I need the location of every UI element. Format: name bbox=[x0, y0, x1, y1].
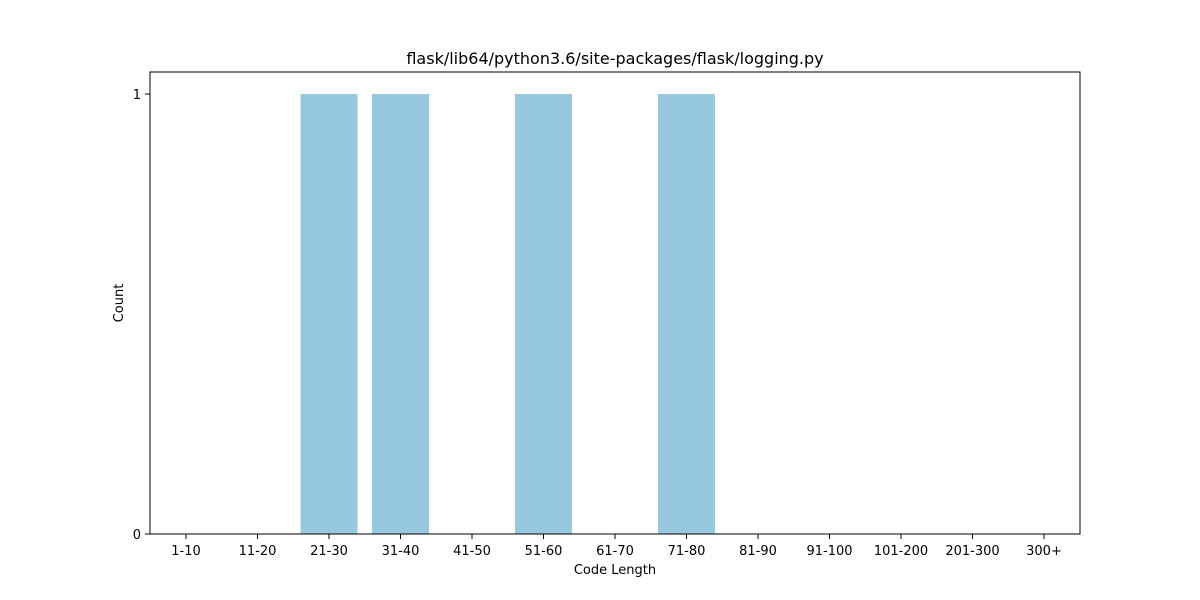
bar-51-60 bbox=[515, 94, 572, 534]
x-tick-label: 71-80 bbox=[668, 544, 706, 559]
x-tick-label: 201-300 bbox=[945, 544, 999, 559]
y-tick-label: 0 bbox=[133, 528, 141, 543]
x-tick-label: 21-30 bbox=[310, 544, 348, 559]
plot-frame bbox=[149, 71, 1081, 535]
bar-21-30 bbox=[300, 94, 358, 534]
y-axis-label: Count bbox=[112, 284, 127, 323]
bars-group bbox=[300, 94, 715, 534]
x-tick-label: 51-60 bbox=[525, 544, 563, 559]
x-tick-label: 101-200 bbox=[874, 544, 928, 559]
y-axis-ticks: 01 bbox=[133, 88, 150, 543]
bar-71-80 bbox=[658, 94, 715, 534]
bar-31-40 bbox=[372, 94, 429, 534]
x-tick-label: 91-100 bbox=[806, 544, 852, 559]
x-tick-label: 1-10 bbox=[171, 544, 201, 559]
x-tick-label: 81-90 bbox=[739, 544, 777, 559]
y-tick-label: 1 bbox=[133, 88, 141, 103]
x-tick-label: 41-50 bbox=[453, 544, 491, 559]
x-tick-label: 31-40 bbox=[382, 544, 420, 559]
x-axis-ticks: 1-10 11-20 21-30 31-40 41-50 51-60 61-70 71-80 8… bbox=[171, 534, 1062, 559]
x-axis-label: Code Length bbox=[574, 563, 656, 578]
chart-title: flask/lib64/python3.6/site-packages/flas… bbox=[406, 49, 823, 68]
x-tick-label: 11-20 bbox=[239, 544, 277, 559]
x-tick-label: 300+ bbox=[1026, 544, 1062, 559]
x-tick-label: 61-70 bbox=[596, 544, 634, 559]
